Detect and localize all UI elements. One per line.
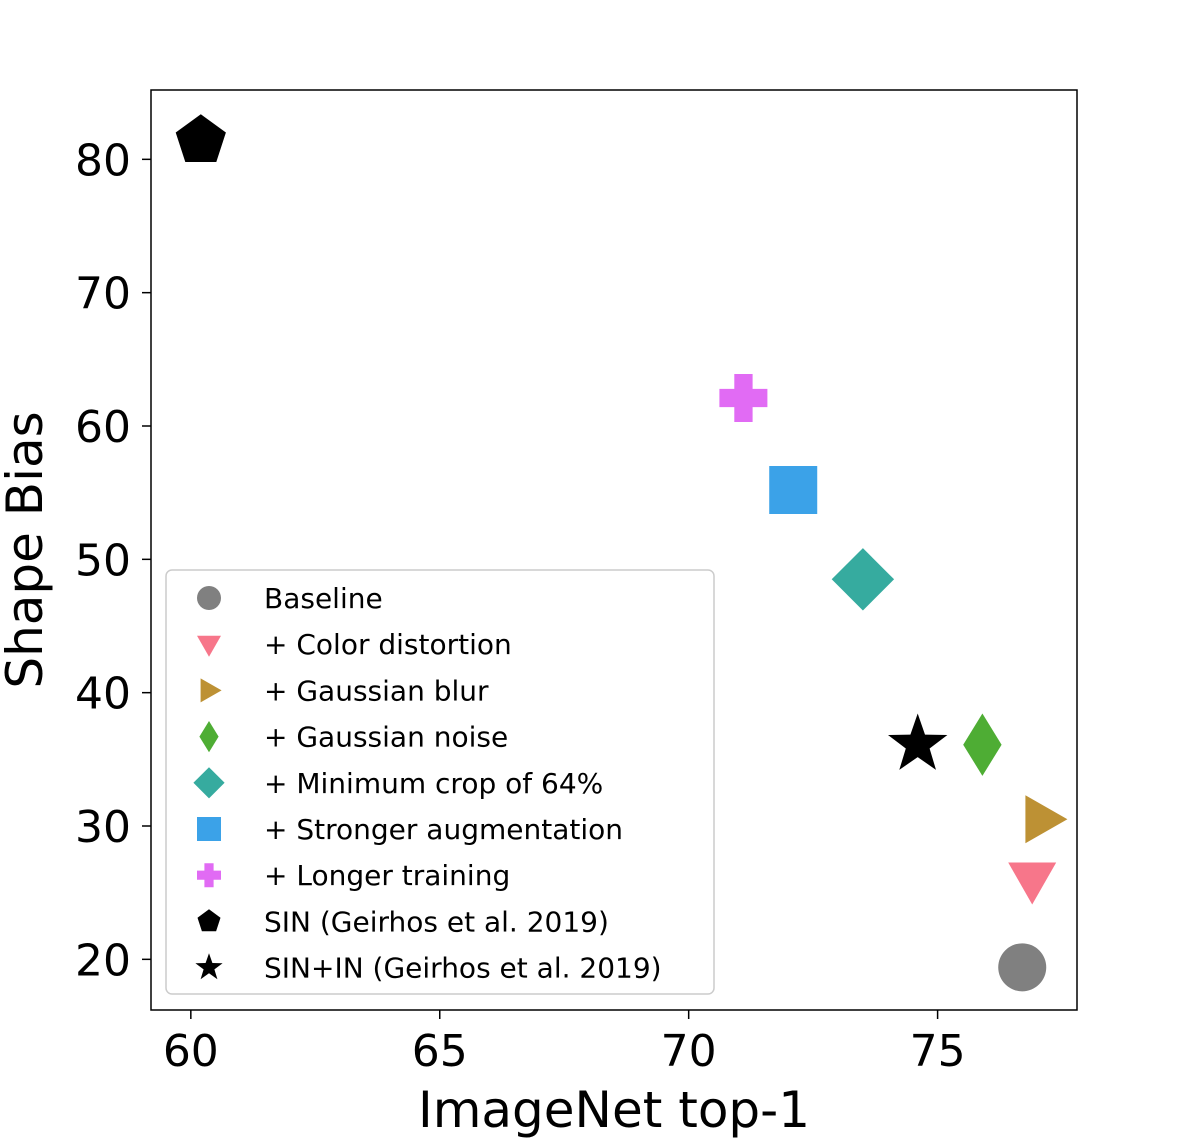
legend: Baseline + Color distortion + Gaussian blu… (165, 569, 715, 995)
x-tick-label: 60 (163, 1026, 219, 1077)
y-tick-label: 60 (75, 402, 131, 453)
legend-marker-sin-geirhos-et-al-2019 (197, 909, 221, 932)
point-longer-training (719, 374, 768, 422)
legend-marker-minimum-crop-of-64 (193, 767, 225, 799)
legend-marker-gaussian-noise (199, 721, 219, 753)
legend-marker-sin-in-geirhos-et-al-2019 (195, 953, 223, 980)
y-tick-label: 50 (75, 535, 131, 586)
x-tick-label: 75 (910, 1026, 966, 1077)
legend-label-color-distortion: + Color distortion (264, 628, 512, 661)
legend-label-sin-geirhos-et-al-2019: SIN (Geirhos et al. 2019) (264, 905, 609, 938)
x-tick-label: 65 (412, 1026, 468, 1077)
point-gaussian-noise (963, 713, 1002, 776)
y-axis-ticks: 20 30 40 50 60 70 80 (75, 135, 151, 986)
legend-label-minimum-crop-of-64: + Minimum crop of 64% (264, 767, 603, 800)
point-sin-geirhos-et-al-2019 (175, 114, 226, 162)
legend-marker-gaussian-blur (200, 678, 222, 703)
legend-label-stronger-augmentation: + Stronger augmentation (264, 813, 623, 846)
legend-label-gaussian-noise: + Gaussian noise (264, 721, 508, 754)
y-tick-label: 80 (75, 135, 131, 186)
data-points (175, 114, 1068, 992)
x-axis-label: ImageNet top-1 (418, 1081, 810, 1139)
legend-marker-baseline (197, 586, 221, 610)
legend-frame (165, 569, 715, 995)
y-tick-label: 40 (75, 669, 131, 720)
legend-label-gaussian-blur: + Gaussian blur (264, 674, 489, 707)
point-gaussian-blur (1025, 795, 1068, 844)
legend-marker-longer-training (197, 863, 221, 888)
x-tick-label: 70 (661, 1026, 717, 1077)
point-baseline (998, 943, 1047, 992)
y-axis-label: Shape Bias (0, 411, 54, 688)
point-stronger-augmentation (769, 466, 818, 514)
y-tick-label: 30 (75, 802, 131, 853)
y-tick-label: 70 (75, 269, 131, 320)
point-color-distortion (1008, 862, 1057, 905)
legend-marker-stronger-augmentation (197, 817, 221, 841)
point-sin-in-geirhos-et-al-2019 (888, 713, 948, 770)
x-axis-ticks: 60 65 70 75 (163, 1010, 966, 1077)
legend-label-sin-in-geirhos-et-al-2019: SIN+IN (Geirhos et al. 2019) (264, 952, 662, 985)
legend-label-longer-training: + Longer training (264, 859, 510, 892)
legend-label-baseline: Baseline (264, 582, 383, 615)
legend-marker-color-distortion (197, 635, 221, 657)
plot-area-frame (150, 89, 1078, 1011)
y-tick-label: 20 (75, 935, 131, 986)
point-minimum-crop-of-64 (831, 548, 895, 611)
